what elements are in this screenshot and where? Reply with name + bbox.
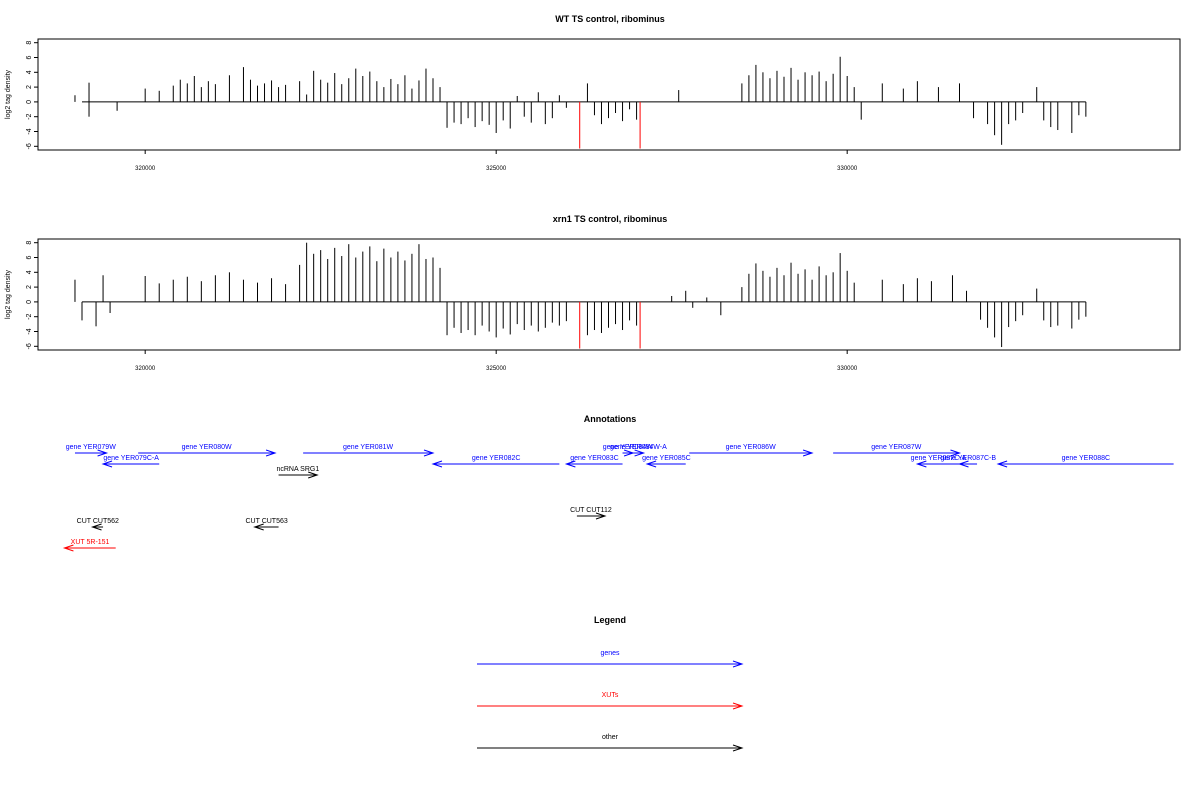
legend-arrow-head xyxy=(732,702,744,710)
feature-label: CUT CUT562 xyxy=(77,518,119,525)
legend-items: genes XUTs other xyxy=(477,650,744,752)
y-tick-label: 6 xyxy=(26,255,33,259)
feature-label: gene YER084W-A xyxy=(610,444,667,451)
feature-arrow-head xyxy=(957,460,969,468)
y-axis-label: log2 tag density xyxy=(5,269,12,319)
y-tick-label: 2 xyxy=(26,285,33,289)
legend-arrow-head xyxy=(732,744,744,752)
chart-title: WT TS control, ribominus xyxy=(555,14,665,24)
feature-arrow-head xyxy=(634,449,646,457)
x-tick-label: 325000 xyxy=(486,166,507,172)
feature-arrow-head xyxy=(645,460,657,468)
annotations-title: Annotations xyxy=(584,414,637,424)
y-tick-label: -6 xyxy=(26,343,33,349)
feature-arrow-head xyxy=(802,449,814,457)
feature-label: ncRNA SRG1 xyxy=(276,466,319,473)
feature-arrow-head xyxy=(431,460,443,468)
feature-label: gene YER087W xyxy=(871,444,921,451)
feature-label: CUT CUT563 xyxy=(245,518,287,525)
feature-label: gene YER079C-A xyxy=(103,455,159,462)
feature-arrow-head xyxy=(915,460,927,468)
y-tick-label: 0 xyxy=(26,300,33,304)
plot-frame xyxy=(37,38,1181,151)
y-tick-label: -2 xyxy=(26,113,33,119)
feature-arrow-head xyxy=(950,449,962,457)
feature-arrow-head xyxy=(97,449,109,457)
feature-arrow-head xyxy=(90,523,102,531)
y-tick-label: 8 xyxy=(26,41,33,45)
y-tick-label: 2 xyxy=(26,85,33,89)
x-tick-label: 330000 xyxy=(837,366,858,372)
feature-label: gene YER082C xyxy=(472,455,521,462)
chart-title: xrn1 TS control, ribominus xyxy=(553,214,668,224)
y-tick-label: 8 xyxy=(26,241,33,245)
feature-arrow-head xyxy=(101,460,113,468)
feature-label: gene YER081W xyxy=(343,444,393,451)
wt-track-panel: WT TS control, ribominus 8 6 4 2 0 -2 -4 -6 log2 … xyxy=(5,14,1181,172)
legend-title: Legend xyxy=(594,615,626,625)
plot-frame xyxy=(37,238,1181,351)
feature-arrow-head xyxy=(564,460,576,468)
y-tick-label: 4 xyxy=(26,270,33,274)
y-tick-label: -4 xyxy=(26,328,33,334)
feature-arrow-head xyxy=(996,460,1008,468)
y-tick-label: 0 xyxy=(26,100,33,104)
feature-label: gene YER085C xyxy=(642,455,691,462)
feature-arrow-head xyxy=(62,544,74,552)
feature-label: gene YER083C xyxy=(570,455,619,462)
feature-arrow-head xyxy=(423,449,435,457)
feature-label: gene YER087C-A xyxy=(911,455,967,462)
x-tick-label: 325000 xyxy=(486,366,507,372)
legend-label: XUTs xyxy=(602,692,619,699)
feature-label: CUT CUT112 xyxy=(570,507,612,514)
x-tick-label: 330000 xyxy=(837,166,858,172)
y-tick-label: 6 xyxy=(26,55,33,59)
x-tick-label: 320000 xyxy=(135,366,156,372)
feature-arrow-head xyxy=(595,512,607,520)
x-tick-label: 320000 xyxy=(135,166,156,172)
feature-label: gene YER079W xyxy=(66,444,116,451)
feature-label: gene YER080W xyxy=(182,444,232,451)
feature-label: gene YER088C xyxy=(1062,455,1111,462)
legend-label: genes xyxy=(600,650,620,657)
feature-label: gene YER084W xyxy=(603,444,653,451)
feature-arrow-head xyxy=(253,523,264,531)
feature-label: gene YER086W xyxy=(726,444,776,451)
y-axis-label: log2 tag density xyxy=(5,69,12,119)
y-tick-label: -6 xyxy=(26,143,33,149)
feature-arrow-head xyxy=(308,471,319,479)
legend-arrow-head xyxy=(732,660,744,668)
xrn1-track-panel: xrn1 TS control, ribominus 8 6 4 2 0 -2 -4 -6 log… xyxy=(5,214,1181,372)
y-tick-label: 4 xyxy=(26,70,33,74)
feature-arrow-head xyxy=(265,449,277,457)
annotation-features: gene YER079W gene YER079C-A gene YER080W ge… xyxy=(62,444,1174,552)
y-tick-label: -2 xyxy=(26,313,33,319)
y-tick-label: -4 xyxy=(26,128,33,134)
feature-label: XUT 5R-151 xyxy=(71,539,110,546)
legend-label: other xyxy=(602,734,619,741)
feature-label: gene YER087C-B xyxy=(941,455,997,462)
